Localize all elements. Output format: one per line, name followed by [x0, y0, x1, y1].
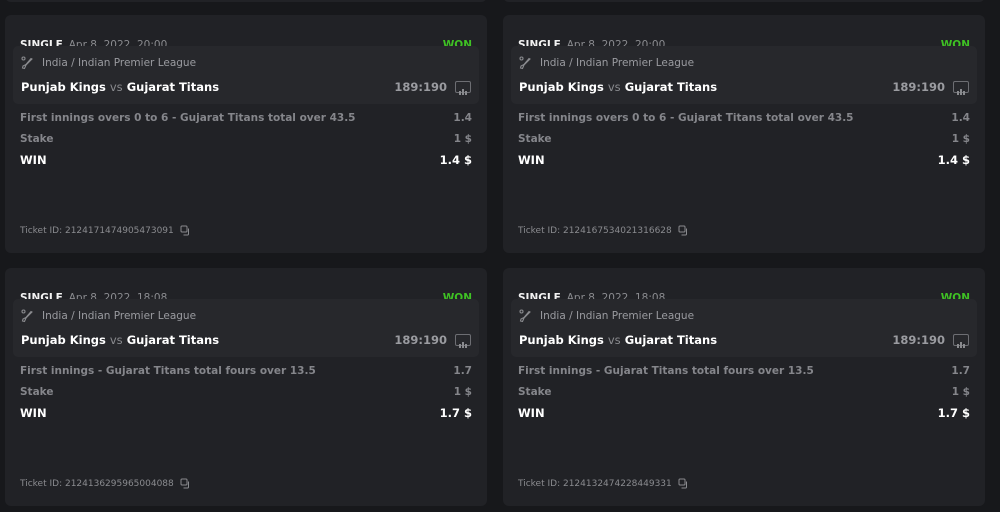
odds: 1.4: [453, 112, 472, 124]
market-name: First innings overs 0 to 6 - Gujarat Tit…: [518, 112, 854, 124]
odds: 1.4: [951, 112, 970, 124]
bet-card[interactable]: SINGLE Apr 8, 2022, 20:00 WON India / Ind…: [503, 15, 985, 253]
home-team: Punjab Kings: [519, 80, 604, 94]
stake-label: Stake: [20, 133, 54, 145]
stake-value: 1 $: [453, 386, 472, 398]
league-name: India / Indian Premier League: [540, 310, 695, 322]
market-row: First innings - Gujarat Titans total fou…: [518, 365, 970, 377]
win-label: WIN: [20, 406, 47, 420]
statistics-icon[interactable]: [953, 334, 969, 348]
ticket-id: Ticket ID: 2124167534021316628: [518, 225, 689, 236]
bet-card[interactable]: SINGLE Apr 8, 2022, 20:00 WON India / Ind…: [5, 15, 487, 253]
stake-row: Stake 1 $: [518, 386, 970, 398]
win-value: 1.7 $: [937, 406, 970, 420]
vs-label: vs: [607, 80, 621, 94]
odds: 1.7: [951, 365, 970, 377]
league: India / Indian Premier League: [21, 309, 196, 323]
market-row: First innings - Gujarat Titans total fou…: [20, 365, 472, 377]
home-team: Punjab Kings: [21, 333, 106, 347]
league: India / Indian Premier League: [21, 56, 196, 70]
market-row: First innings overs 0 to 6 - Gujarat Tit…: [518, 112, 970, 124]
statistics-icon[interactable]: [455, 81, 471, 95]
away-team: Gujarat Titans: [126, 80, 220, 94]
match-score: 189:190: [892, 80, 945, 94]
stake-value: 1 $: [951, 386, 970, 398]
vs-label: vs: [109, 80, 123, 94]
stake-label: Stake: [518, 386, 552, 398]
league: India / Indian Premier League: [519, 309, 694, 323]
match-title[interactable]: Punjab Kings vs Gujarat Titans: [21, 80, 219, 94]
event-box[interactable]: India / Indian Premier League Punjab Kin…: [511, 46, 977, 104]
vs-label: vs: [607, 333, 621, 347]
league-name: India / Indian Premier League: [42, 310, 197, 322]
win-row: WIN 1.7 $: [518, 406, 970, 420]
copy-icon[interactable]: [678, 225, 689, 236]
win-value: 1.4 $: [937, 153, 970, 167]
statistics-icon[interactable]: [455, 334, 471, 348]
league: India / Indian Premier League: [519, 56, 694, 70]
previous-card-edge: [5, 0, 487, 2]
league-name: India / Indian Premier League: [540, 57, 695, 69]
win-row: WIN 1.4 $: [518, 153, 970, 167]
copy-icon[interactable]: [180, 478, 191, 489]
match-score: 189:190: [394, 333, 447, 347]
statistics-icon[interactable]: [953, 81, 969, 95]
cricket-bat-icon: [519, 56, 531, 70]
copy-icon[interactable]: [180, 225, 191, 236]
previous-card-edge: [503, 0, 985, 2]
stake-label: Stake: [518, 133, 552, 145]
stake-value: 1 $: [951, 133, 970, 145]
home-team: Punjab Kings: [21, 80, 106, 94]
win-row: WIN 1.7 $: [20, 406, 472, 420]
ticket-id-text: Ticket ID: 2124132474228449331: [518, 478, 672, 489]
vs-label: vs: [109, 333, 123, 347]
away-team: Gujarat Titans: [624, 80, 718, 94]
match-title[interactable]: Punjab Kings vs Gujarat Titans: [519, 80, 717, 94]
league-name: India / Indian Premier League: [42, 57, 197, 69]
bet-card[interactable]: SINGLE Apr 8, 2022, 18:08 WON India / Ind…: [503, 268, 985, 506]
ticket-id: Ticket ID: 2124132474228449331: [518, 478, 689, 489]
win-label: WIN: [518, 153, 545, 167]
match-score: 189:190: [394, 80, 447, 94]
stake-row: Stake 1 $: [20, 133, 472, 145]
market-name: First innings overs 0 to 6 - Gujarat Tit…: [20, 112, 356, 124]
ticket-id: Ticket ID: 2124136295965004088: [20, 478, 191, 489]
match-score: 189:190: [892, 333, 945, 347]
stake-value: 1 $: [453, 133, 472, 145]
cricket-bat-icon: [21, 309, 33, 323]
stake-row: Stake 1 $: [518, 133, 970, 145]
event-box[interactable]: India / Indian Premier League Punjab Kin…: [13, 299, 479, 357]
event-box[interactable]: India / Indian Premier League Punjab Kin…: [511, 299, 977, 357]
away-team: Gujarat Titans: [624, 333, 718, 347]
market-name: First innings - Gujarat Titans total fou…: [20, 365, 316, 377]
bet-card[interactable]: SINGLE Apr 8, 2022, 18:08 WON India / Ind…: [5, 268, 487, 506]
win-label: WIN: [20, 153, 47, 167]
stake-row: Stake 1 $: [20, 386, 472, 398]
stake-label: Stake: [20, 386, 54, 398]
event-box[interactable]: India / Indian Premier League Punjab Kin…: [13, 46, 479, 104]
market-row: First innings overs 0 to 6 - Gujarat Tit…: [20, 112, 472, 124]
win-value: 1.4 $: [439, 153, 472, 167]
ticket-id-text: Ticket ID: 2124136295965004088: [20, 478, 174, 489]
market-name: First innings - Gujarat Titans total fou…: [518, 365, 814, 377]
ticket-id-text: Ticket ID: 2124171474905473091: [20, 225, 174, 236]
cricket-bat-icon: [21, 56, 33, 70]
match-title[interactable]: Punjab Kings vs Gujarat Titans: [519, 333, 717, 347]
away-team: Gujarat Titans: [126, 333, 220, 347]
odds: 1.7: [453, 365, 472, 377]
win-row: WIN 1.4 $: [20, 153, 472, 167]
cricket-bat-icon: [519, 309, 531, 323]
win-value: 1.7 $: [439, 406, 472, 420]
home-team: Punjab Kings: [519, 333, 604, 347]
win-label: WIN: [518, 406, 545, 420]
ticket-id-text: Ticket ID: 2124167534021316628: [518, 225, 672, 236]
copy-icon[interactable]: [678, 478, 689, 489]
ticket-id: Ticket ID: 2124171474905473091: [20, 225, 191, 236]
match-title[interactable]: Punjab Kings vs Gujarat Titans: [21, 333, 219, 347]
